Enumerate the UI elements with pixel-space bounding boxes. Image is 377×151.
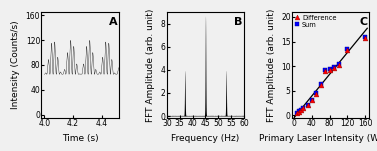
Y-axis label: FFT Amplitude (arb. unit): FFT Amplitude (arb. unit) xyxy=(146,8,155,122)
Sum xyxy=(345,48,349,50)
Difference xyxy=(296,111,301,113)
X-axis label: Frequency (Hz): Frequency (Hz) xyxy=(171,134,240,143)
Difference xyxy=(310,99,314,101)
Sum xyxy=(314,92,319,94)
Sum xyxy=(319,83,323,85)
X-axis label: Time (s): Time (s) xyxy=(62,134,98,143)
Text: B: B xyxy=(234,17,242,27)
Difference xyxy=(294,112,299,114)
Sum xyxy=(301,107,305,109)
Y-axis label: Intensity (Counts/s): Intensity (Counts/s) xyxy=(11,21,20,109)
Sum xyxy=(327,68,332,69)
Difference xyxy=(314,93,319,95)
Difference xyxy=(332,67,336,69)
Sum xyxy=(299,109,303,111)
Difference xyxy=(319,84,323,86)
Line: Difference: Difference xyxy=(294,35,368,116)
Y-axis label: FFT Amplitude (arb. unit): FFT Amplitude (arb. unit) xyxy=(267,8,276,122)
Sum xyxy=(336,63,341,65)
Difference xyxy=(301,108,305,109)
Sum xyxy=(296,111,301,112)
Difference xyxy=(305,104,310,106)
Difference xyxy=(363,37,367,39)
Sum xyxy=(305,104,310,105)
Line: Sum: Sum xyxy=(294,35,367,115)
Sum xyxy=(310,99,314,101)
Difference xyxy=(323,70,328,72)
X-axis label: Primary Laser Intensity (W/cm²): Primary Laser Intensity (W/cm²) xyxy=(259,134,377,143)
Difference xyxy=(327,69,332,71)
Text: C: C xyxy=(359,17,368,27)
Legend: Difference, Sum: Difference, Sum xyxy=(294,14,337,28)
Difference xyxy=(345,49,349,51)
Text: A: A xyxy=(109,17,117,27)
Difference xyxy=(299,109,303,111)
Sum xyxy=(323,69,328,71)
Sum xyxy=(363,36,367,38)
Difference xyxy=(336,64,341,66)
Sum xyxy=(332,66,336,68)
Sum xyxy=(294,112,299,114)
